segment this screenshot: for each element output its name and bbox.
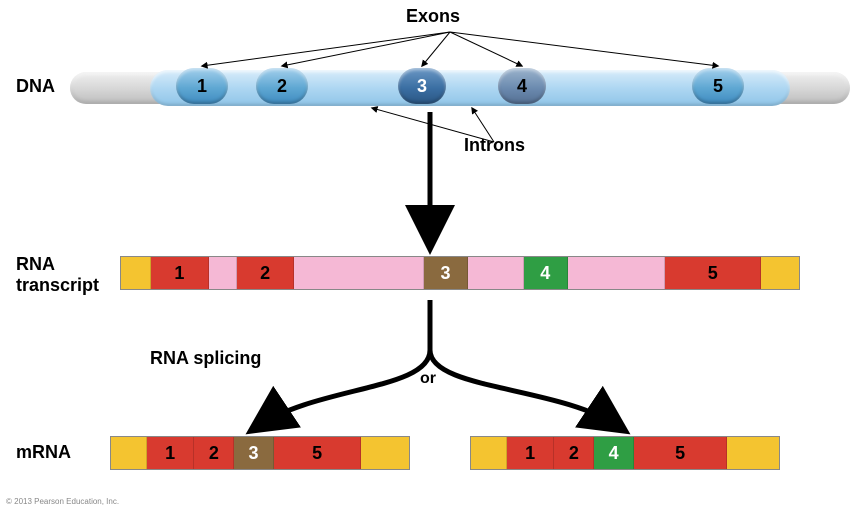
rna-transcript-label: RNA transcript — [16, 254, 99, 296]
rna-bar-seg-7: 4 — [524, 257, 568, 289]
mrna-left-seg-0 — [111, 437, 147, 469]
dna-exon-4: 4 — [498, 68, 546, 104]
dna-exon-1: 1 — [176, 68, 228, 104]
mrna-right-seg-4: 5 — [634, 437, 727, 469]
mrna-right-seg-1: 1 — [507, 437, 555, 469]
mrna-left-seg-5 — [361, 437, 409, 469]
rna-bar-seg-5: 3 — [424, 257, 468, 289]
rna-splicing-label: RNA splicing — [150, 348, 261, 369]
mrna-left-seg-2: 2 — [194, 437, 234, 469]
rna-bar-seg-8 — [568, 257, 666, 289]
mrna-left-seg-3: 3 — [234, 437, 274, 469]
rna-bar-seg-4 — [294, 257, 424, 289]
dna-label: DNA — [16, 76, 55, 97]
rna-bar-seg-0 — [121, 257, 151, 289]
mrna-right-seg-2: 2 — [554, 437, 594, 469]
rna-bar-seg-9: 5 — [665, 257, 761, 289]
rna-bar-seg-3: 2 — [237, 257, 295, 289]
rna-bar-seg-6 — [468, 257, 524, 289]
mrna-label: mRNA — [16, 442, 71, 463]
copyright-text: © 2013 Pearson Education, Inc. — [6, 497, 119, 506]
exons-label: Exons — [406, 6, 460, 27]
mrna-variant-left: 1235 — [110, 436, 410, 470]
dna-exon-5: 5 — [692, 68, 744, 104]
mrna-right-seg-5 — [727, 437, 779, 469]
mrna-right-seg-0 — [471, 437, 507, 469]
rna-transcript-bar: 12 3 4 5 — [120, 256, 800, 290]
mrna-right-seg-3: 4 — [594, 437, 634, 469]
dna-exon-3: 3 — [398, 68, 446, 104]
mrna-variant-right: 1245 — [470, 436, 780, 470]
or-label: or — [420, 370, 436, 388]
rna-bar-seg-1: 1 — [151, 257, 209, 289]
rna-bar-seg-2 — [209, 257, 237, 289]
mrna-left-seg-4: 5 — [274, 437, 361, 469]
rna-bar-seg-10 — [761, 257, 799, 289]
introns-label: Introns — [464, 135, 525, 156]
mrna-left-seg-1: 1 — [147, 437, 195, 469]
dna-exon-2: 2 — [256, 68, 308, 104]
